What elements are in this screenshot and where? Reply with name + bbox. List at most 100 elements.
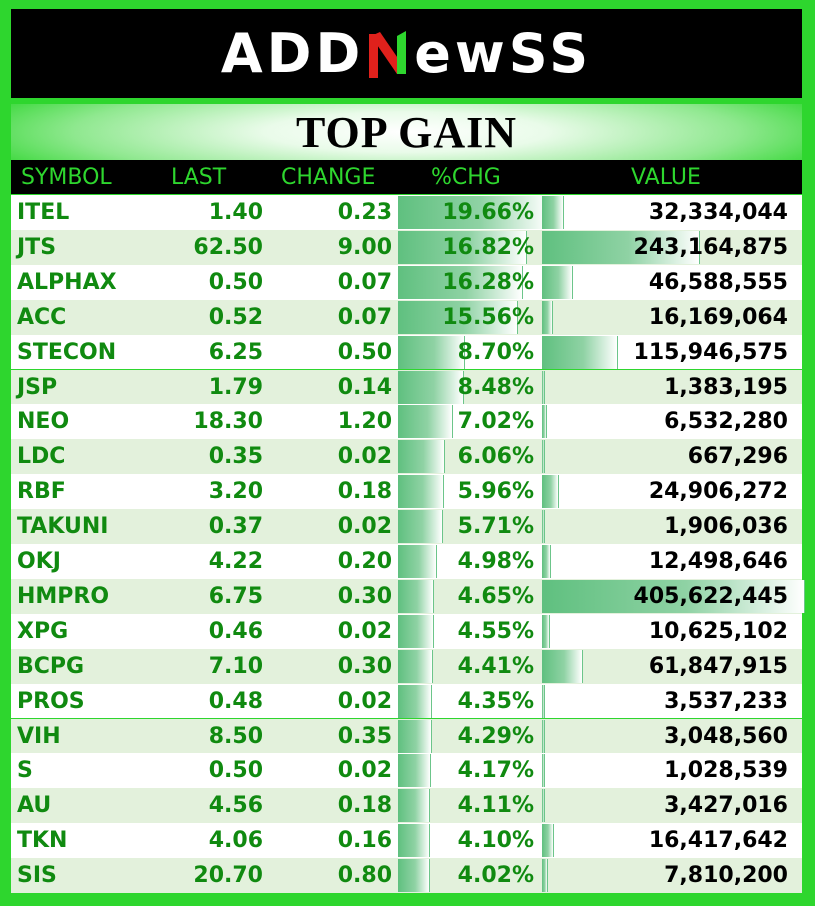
last-price-cell: 3.20 [208, 479, 263, 505]
table-row: JTS 62.50 9.00 16.82% 243,164,875 [11, 229, 802, 265]
value-bar [542, 579, 805, 613]
pct-change-bar [398, 579, 434, 613]
symbol-cell: ACC [17, 304, 67, 330]
value-cell: 3,048,560 [664, 723, 788, 749]
value-bar [542, 265, 573, 299]
value-bar [542, 475, 559, 509]
change-cell: 0.14 [337, 374, 392, 400]
value-cell: 3,537,233 [664, 688, 788, 714]
value-cell: 46,588,555 [648, 269, 788, 295]
pct-change-cell: 8.48% [457, 374, 534, 400]
value-cell: 243,164,875 [633, 234, 788, 260]
value-bar [542, 754, 545, 788]
pct-change-bar [398, 230, 527, 264]
symbol-cell: RBF [17, 479, 66, 505]
change-cell: 0.18 [337, 479, 392, 505]
last-price-cell: 4.22 [208, 549, 263, 574]
value-bar [542, 859, 548, 893]
value-bar [542, 300, 553, 334]
value-cell: 32,334,044 [648, 200, 788, 225]
table-row: VIH 8.50 0.35 4.29% 3,048,560 [11, 718, 802, 754]
change-cell: 0.16 [337, 828, 392, 854]
column-header-pct-change: %CHG [431, 165, 501, 190]
value-bar [542, 370, 545, 404]
symbol-cell: BCPG [17, 653, 85, 679]
pct-change-bar [398, 475, 444, 509]
value-cell: 12,498,646 [648, 549, 788, 574]
change-cell: 0.20 [337, 549, 392, 574]
table-row: RBF 3.20 0.18 5.96% 24,906,272 [11, 474, 802, 510]
symbol-cell: VIH [17, 723, 61, 749]
symbol-cell: JSP [17, 374, 58, 400]
pct-change-cell: 4.55% [457, 618, 534, 644]
logo-text-right: ewSS [414, 21, 593, 85]
value-bar [542, 335, 618, 369]
pct-change-bar [398, 370, 464, 404]
change-cell: 0.02 [337, 688, 392, 714]
value-cell: 3,427,016 [664, 793, 788, 819]
value-cell: 1,906,036 [664, 514, 788, 540]
last-price-cell: 1.79 [208, 374, 263, 400]
symbol-cell: AU [17, 793, 52, 819]
column-header-last: LAST [171, 165, 227, 190]
value-bar [542, 719, 545, 753]
table-row: NEO 18.30 1.20 7.02% 6,532,280 [11, 404, 802, 440]
last-price-cell: 0.46 [208, 618, 263, 644]
addnewss-logo: ADD ewSS [11, 9, 802, 98]
pct-change-bar [398, 510, 443, 544]
last-price-cell: 0.37 [208, 514, 263, 540]
table-row: XPG 0.46 0.02 4.55% 10,625,102 [11, 613, 802, 649]
pct-change-cell: 5.71% [457, 514, 534, 540]
change-cell: 0.50 [337, 339, 392, 365]
pct-change-cell: 8.70% [457, 339, 534, 365]
pct-change-cell: 4.10% [457, 828, 534, 854]
value-cell: 7,810,200 [664, 863, 788, 889]
pct-change-bar [398, 265, 523, 299]
value-cell: 1,028,539 [664, 758, 788, 784]
symbol-cell: ITEL [17, 200, 70, 225]
symbol-cell: S [17, 758, 33, 784]
value-bar [542, 824, 554, 858]
column-header-symbol: SYMBOL [21, 165, 112, 190]
value-bar [542, 684, 545, 718]
page-title: TOP GAIN [295, 107, 518, 157]
column-header-change: CHANGE [281, 165, 376, 190]
value-cell: 667,296 [687, 444, 788, 470]
last-price-cell: 20.70 [193, 863, 263, 889]
table-row: BCPG 7.10 0.30 4.41% 61,847,915 [11, 648, 802, 684]
value-cell: 24,906,272 [648, 479, 788, 505]
table-row: HMPRO 6.75 0.30 4.65% 405,622,445 [11, 578, 805, 614]
table-row: AU 4.56 0.18 4.11% 3,427,016 [11, 788, 802, 824]
symbol-cell: TAKUNI [17, 514, 109, 540]
change-cell: 0.23 [337, 200, 392, 225]
change-cell: 0.80 [337, 863, 392, 889]
pct-change-bar [398, 649, 433, 683]
pct-change-bar [398, 300, 518, 334]
last-price-cell: 0.50 [208, 269, 263, 295]
last-price-cell: 6.75 [208, 583, 263, 609]
value-bar [542, 614, 550, 648]
symbol-cell: ALPHAX [17, 269, 117, 295]
table-row: STECON 6.25 0.50 8.70% 115,946,575 [11, 334, 802, 370]
pct-change-cell: 4.17% [457, 758, 534, 784]
symbol-cell: XPG [17, 618, 69, 644]
value-bar [542, 230, 700, 264]
last-price-cell: 8.50 [208, 723, 263, 749]
pct-change-bar [398, 789, 430, 823]
pct-change-cell: 19.66% [442, 200, 534, 225]
value-bar [542, 510, 545, 544]
pct-change-bar [398, 335, 465, 369]
pct-change-cell: 4.41% [457, 653, 534, 679]
value-bar [542, 789, 545, 823]
change-cell: 0.30 [337, 583, 392, 609]
pct-change-bar [398, 440, 445, 474]
pct-change-cell: 4.98% [457, 549, 534, 574]
value-cell: 10,625,102 [648, 618, 788, 644]
change-cell: 0.02 [337, 618, 392, 644]
last-price-cell: 0.35 [208, 444, 263, 470]
table-row: PROS 0.48 0.02 4.35% 3,537,233 [11, 683, 802, 719]
value-cell: 61,847,915 [648, 653, 788, 679]
symbol-cell: NEO [17, 409, 70, 435]
table-body: ITEL 1.40 0.23 19.66% 32,334,044 JTS 62.50 9.00… [11, 195, 805, 893]
